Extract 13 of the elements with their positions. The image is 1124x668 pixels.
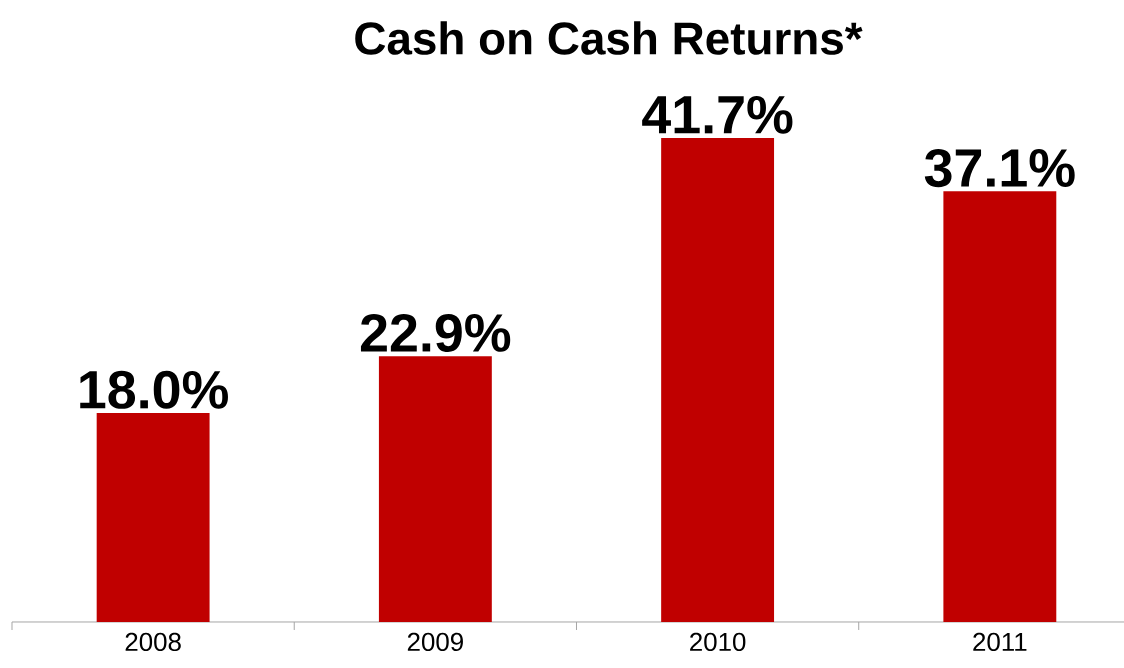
- x-tick-label: 2009: [407, 632, 463, 652]
- x-tick-label: 2011: [973, 632, 1027, 652]
- bar: [943, 191, 1057, 622]
- x-tick-label: 2008: [125, 632, 181, 652]
- chart-title: Cash on Cash Returns*: [355, 21, 863, 55]
- data-label: 41.7%: [642, 95, 793, 134]
- data-label: 37.1%: [924, 148, 1075, 188]
- data-label: 18.0%: [80, 370, 228, 409]
- bar: [378, 356, 492, 622]
- x-tick-label: 2010: [690, 632, 746, 652]
- data-label: 22.9%: [360, 313, 511, 352]
- bar: [661, 137, 775, 622]
- bar: [96, 413, 210, 622]
